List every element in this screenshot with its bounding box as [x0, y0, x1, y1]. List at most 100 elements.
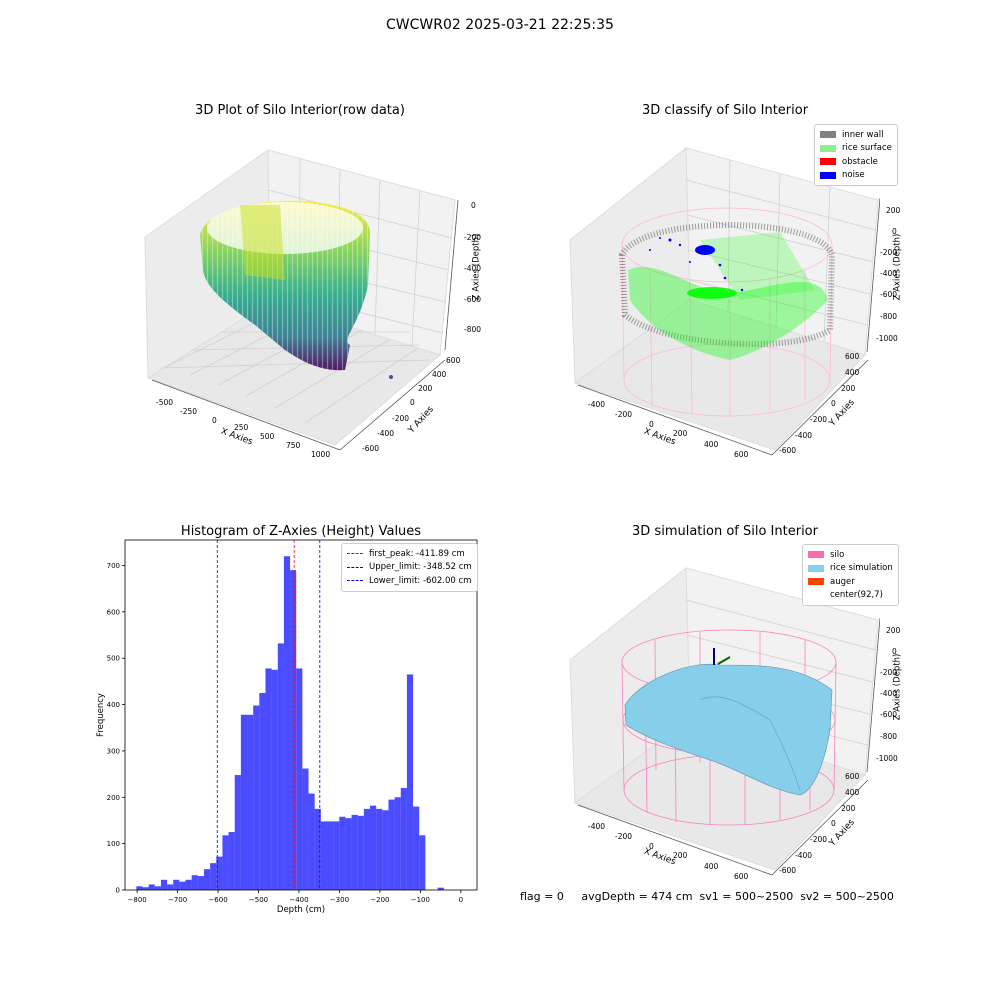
legend-item-first-peak: first_peak: -411.89 cm: [347, 547, 472, 561]
legend-swatch: [808, 578, 824, 586]
plot4-x-axis-line: [577, 804, 773, 876]
histogram-bar: [400, 788, 407, 890]
plot1-xtick: 1000: [311, 450, 331, 459]
histogram-bar: [351, 814, 358, 890]
plot2-xtick: 400: [704, 440, 719, 449]
histogram-bar: [382, 810, 389, 890]
histogram-bar: [228, 832, 235, 890]
histogram-bar: [388, 799, 395, 890]
plot1-yticks: -600 -400 -200 0 200 400 600: [362, 356, 460, 456]
legend-label: center(92,7): [830, 590, 883, 601]
plot1-ztick: -200: [464, 233, 482, 242]
legend-item-rice-simulation: rice simulation: [808, 562, 893, 576]
plot4-yticks: -600 -400 -200 0 200 400 600: [779, 772, 869, 877]
legend-item-lower-limit: Lower_limit: -602.00 cm: [347, 574, 472, 588]
plot2-xticks: -400 -200 0 200 400 600: [588, 398, 758, 459]
plot1-ytick: 200: [418, 384, 433, 393]
x-tick-label: 0: [459, 896, 463, 904]
hist-legend: first_peak: -411.89 cm Upper_limit: -348…: [341, 543, 478, 592]
plot2-ytick: -400: [795, 431, 813, 440]
plot1-xtick: -250: [180, 407, 198, 416]
histogram-bar: [413, 806, 420, 890]
histogram-bar: [339, 816, 346, 890]
plot2-silo-wireframe: [621, 207, 833, 417]
y-tick-label: 0: [116, 887, 120, 895]
plot1-outlier-point: [389, 375, 393, 379]
histogram-bar: [179, 881, 186, 890]
plot2-rice-peak: [687, 287, 737, 299]
histogram-bar: [296, 668, 303, 890]
plot4-ztick: -200: [880, 668, 898, 677]
plot2-ztick: -200: [880, 248, 898, 257]
plot4-ytick: -200: [810, 835, 828, 844]
plot4-rice-simulation-surface: [624, 663, 833, 796]
plot1-ytick: 0: [410, 398, 415, 407]
plot1-axes3d: [144, 149, 459, 451]
histogram-bar: [253, 705, 260, 890]
legend-line: [347, 580, 363, 582]
legend-item-rice-surface: rice surface: [820, 142, 892, 156]
plot4-z-axis-line: [866, 617, 880, 773]
x-axis-label: Depth (cm): [277, 905, 325, 915]
plot4-ztick: -400: [880, 689, 898, 698]
plot1-xtick: 0: [212, 416, 217, 425]
histogram-bar: [259, 692, 266, 890]
plot4-axes3d: [569, 566, 880, 876]
plot1-ytick: 400: [432, 370, 447, 379]
x-tick-label: −500: [249, 896, 268, 904]
plot1-xtick: 500: [260, 432, 275, 441]
histogram-bar: [222, 835, 229, 890]
plot2-ytick: 400: [845, 368, 860, 377]
plot1-zlabel: Z Axies (Depth): [471, 233, 482, 301]
legend-swatch: [808, 564, 824, 572]
plot2-inner-wall-points: [618, 222, 836, 348]
histogram-frame: [124, 539, 478, 891]
legend-item-inner-wall: inner wall: [820, 128, 892, 142]
plot2-ytick: -600: [779, 446, 797, 455]
histogram-bar: [240, 714, 248, 890]
plot4-xtick: 200: [673, 851, 688, 860]
plot2-ztick: 0: [892, 227, 897, 236]
histogram-bar: [283, 556, 291, 890]
x-tick-label: −400: [289, 896, 308, 904]
legend-item-center: center(92,7): [808, 589, 893, 603]
plot4-ztick: -1000: [876, 754, 898, 763]
plot4-ytick: 200: [841, 804, 856, 813]
plot1-ytick: -200: [392, 414, 410, 423]
plot2-xtick: 200: [673, 429, 688, 438]
plot4-ytick: 400: [845, 788, 860, 797]
x-tick-label: −600: [208, 896, 227, 904]
plot2-ztick: -600: [880, 290, 898, 299]
plot1-xticks: -500 -250 0 250 500 750 1000: [156, 398, 346, 459]
plot4-surface-ridge: [699, 696, 801, 791]
plot4-xtick: -400: [588, 822, 606, 831]
plot4-xtick: 400: [704, 862, 719, 871]
plot2-ztick: -400: [880, 269, 898, 278]
histogram-bar: [247, 714, 254, 890]
legend-label: rice simulation: [830, 563, 893, 574]
legend-label: Upper_limit: -348.52 cm: [369, 562, 472, 573]
histogram-bar: [376, 808, 383, 890]
histogram-bar: [419, 835, 426, 890]
legend-label: noise: [842, 170, 865, 181]
histogram-bar: [333, 821, 340, 890]
plot4-center-marker: [717, 656, 731, 665]
plot2-xtick: -400: [588, 400, 606, 409]
plot4-legend: silo rice simulation auger center(92,7): [802, 544, 899, 606]
plot4-ztick: -800: [880, 732, 898, 741]
x-tick-label: −100: [411, 896, 430, 904]
plot4-ytick: -600: [779, 866, 797, 875]
histogram-bars: [136, 556, 444, 890]
plot2-xtick: 600: [734, 450, 749, 459]
y-tick-label: 100: [107, 840, 120, 848]
plot1-obstacle-points: [240, 205, 285, 280]
plot1-zticks: 0 -200 -400 -600 -800: [464, 201, 494, 341]
histogram-bar: [345, 818, 352, 890]
plot2-ytick: 200: [841, 384, 856, 393]
histogram-bar: [406, 674, 414, 890]
plot2-zlabel: Z Axies (Depth): [892, 233, 903, 301]
legend-swatch: [820, 131, 836, 139]
figure-title: CWCWR02 2025-03-21 22:25:35: [386, 17, 614, 33]
histogram-bar: [437, 887, 444, 890]
plot2-legend: inner wall rice surface obstacle noise: [814, 124, 898, 186]
